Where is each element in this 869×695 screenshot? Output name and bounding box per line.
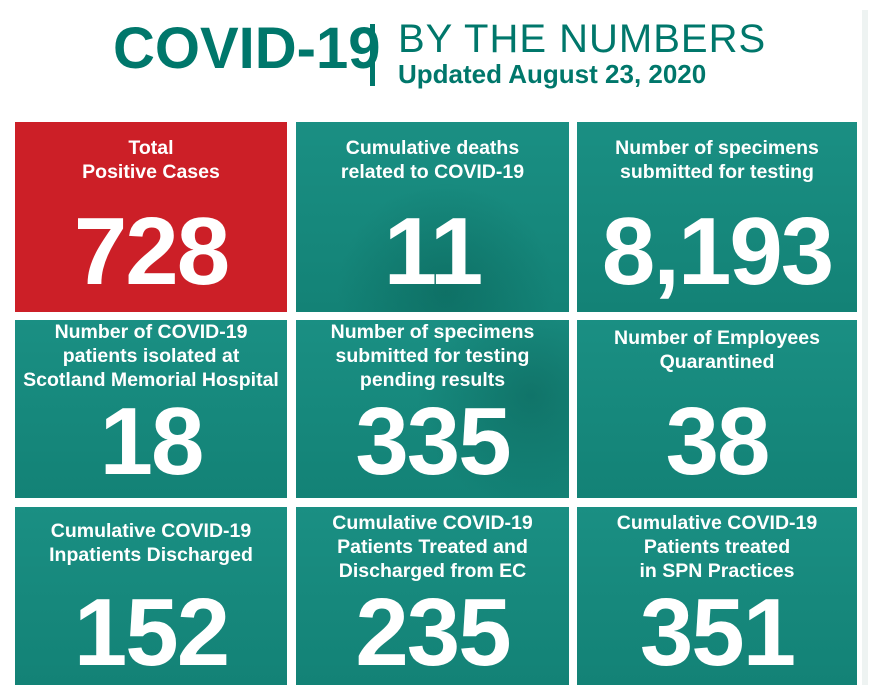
tile-value: 38	[665, 388, 771, 495]
tile-specimens-pending: Number of specimens submitted for testin…	[296, 320, 569, 498]
tile-specimens-submitted: Number of specimens submitted for testin…	[577, 122, 857, 312]
header: COVID-19 BY THE NUMBERS Updated August 2…	[0, 0, 869, 110]
tile-employees-quarantined: Number of Employees Quarantined 38	[577, 320, 857, 498]
tile-patients-isolated: Number of COVID-19 patients isolated at …	[15, 320, 287, 498]
tile-total-positive-cases: Total Positive Cases 728	[15, 122, 287, 312]
tile-label: Cumulative deaths related to COVID-19	[340, 137, 525, 183]
tile-value: 235	[355, 579, 511, 685]
title-divider	[370, 24, 375, 86]
tile-value: 18	[99, 388, 205, 495]
tile-label: Cumulative COVID-19 Patients treated in …	[616, 512, 818, 582]
tile-label: Number of COVID-19 patients isolated at …	[23, 321, 279, 391]
tile-value: 351	[639, 579, 796, 685]
tile-label: Number of Employees Quarantined	[614, 327, 820, 373]
tile-value: 11	[383, 198, 483, 305]
tile-treated-discharged-ec: Cumulative COVID-19 Patients Treated and…	[296, 507, 569, 685]
tile-label: Number of specimens submitted for testin…	[330, 321, 535, 391]
page-edge	[862, 10, 868, 685]
page-subtitle: BY THE NUMBERS	[398, 17, 767, 61]
tile-label: Number of specimens submitted for testin…	[615, 137, 819, 183]
tile-treated-spn-practices: Cumulative COVID-19 Patients treated in …	[577, 507, 857, 685]
tile-inpatients-discharged: Cumulative COVID-19 Inpatients Discharge…	[15, 507, 287, 685]
updated-date: Updated August 23, 2020	[398, 59, 707, 89]
tile-label: Cumulative COVID-19 Inpatients Discharge…	[49, 520, 253, 566]
tile-value: 152	[73, 579, 230, 685]
tile-value: 8,193	[601, 198, 834, 305]
tile-value: 335	[355, 388, 511, 495]
tile-label: Cumulative COVID-19 Patients Treated and…	[332, 512, 533, 582]
tile-value: 728	[73, 198, 230, 305]
stats-grid: Total Positive Cases 728 Cumulative deat…	[15, 122, 857, 685]
tile-cumulative-deaths: Cumulative deaths related to COVID-19 11	[296, 122, 569, 312]
page-title: COVID-19	[113, 16, 381, 81]
tile-label: Total Positive Cases	[82, 137, 220, 183]
